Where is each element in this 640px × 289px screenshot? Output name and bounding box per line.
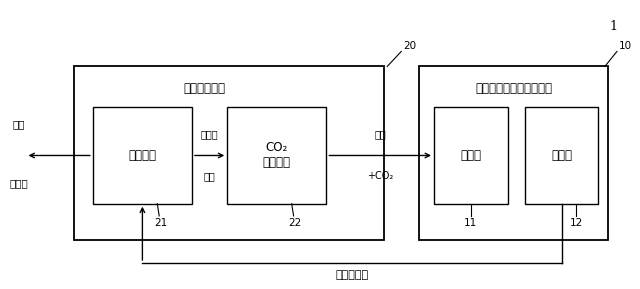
Text: 10: 10 <box>619 40 632 51</box>
Text: メタンガス回収システム: メタンガス回収システム <box>475 82 552 95</box>
Text: 陸上へ: 陸上へ <box>10 179 29 189</box>
Text: 20: 20 <box>403 40 417 51</box>
Text: 電力: 電力 <box>13 119 26 129</box>
Bar <box>227 107 326 204</box>
Text: 発電システム: 発電システム <box>183 82 225 95</box>
Bar <box>434 107 508 204</box>
Text: 回収管: 回収管 <box>551 149 572 162</box>
Text: 12: 12 <box>570 218 583 228</box>
Text: +CO₂: +CO₂ <box>367 171 394 181</box>
Text: 1: 1 <box>610 20 618 33</box>
Text: 発電装置: 発電装置 <box>129 149 156 162</box>
Text: 排ガス: 排ガス <box>201 129 218 140</box>
Text: 21: 21 <box>154 218 167 228</box>
Bar <box>419 66 608 240</box>
Bar <box>525 107 598 204</box>
Text: 熱水: 熱水 <box>374 129 386 140</box>
Text: 22: 22 <box>288 218 301 228</box>
Text: メタンガス: メタンガス <box>335 270 369 280</box>
Text: 排熱: 排熱 <box>204 171 216 181</box>
Text: 11: 11 <box>464 218 477 228</box>
Bar <box>93 107 192 204</box>
Bar <box>74 66 384 240</box>
Text: 注入管: 注入管 <box>460 149 481 162</box>
Text: CO₂
回収装置: CO₂ 回収装置 <box>263 141 291 169</box>
